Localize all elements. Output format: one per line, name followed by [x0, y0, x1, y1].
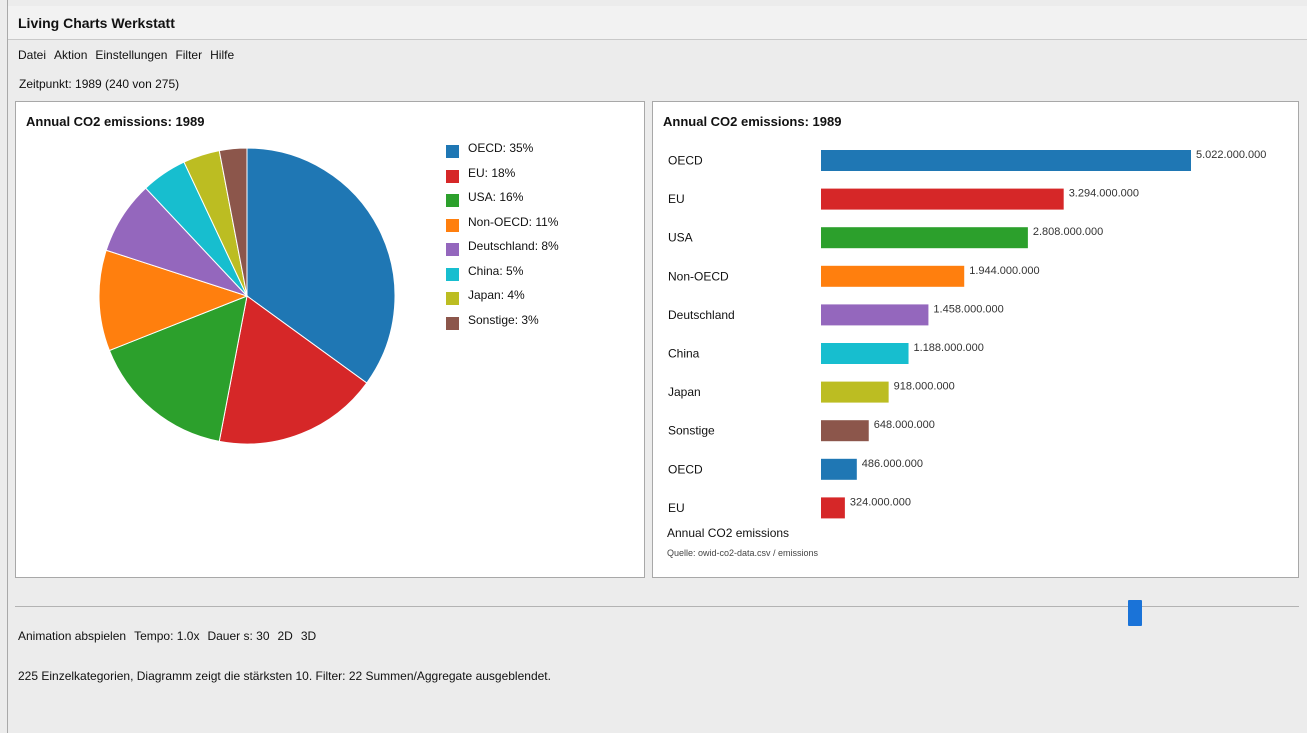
- bar-non-oecd: [821, 265, 965, 287]
- bar-category-label: China: [668, 347, 700, 361]
- bar-category-label: Deutschland: [668, 308, 735, 322]
- bar-value-label: 486.000.000: [862, 458, 923, 470]
- bar-chart-title: Annual CO2 emissions: 1989: [663, 114, 842, 129]
- bar-category-label: OECD: [668, 462, 703, 476]
- mode-2d-button[interactable]: 2D: [277, 629, 293, 643]
- bar-category-label: Japan: [668, 385, 701, 399]
- pie-slice-oecd: [246, 147, 396, 384]
- window-title: Living Charts Werkstatt: [18, 15, 175, 31]
- pie-slice-eu: [218, 295, 368, 445]
- bar-chart-caption: Annual CO2 emissions: [667, 526, 790, 540]
- menu-datei[interactable]: Datei: [18, 48, 47, 62]
- legend-swatch: [446, 243, 459, 256]
- legend-label: OECD: 35%: [468, 141, 534, 155]
- pie-chart-title: Annual CO2 emissions: 1989: [26, 114, 205, 129]
- bar-category-label: OECD: [668, 154, 703, 168]
- pie-slice-sonstige: [218, 147, 248, 297]
- bar-category-label: EU: [668, 192, 685, 206]
- legend-label: Non-OECD: 11%: [468, 214, 559, 229]
- legend-swatch: [446, 169, 459, 183]
- mode-3d-button[interactable]: 3D: [300, 629, 317, 643]
- bar-usa: [821, 227, 1028, 249]
- bar-value-label: 648.000.000: [874, 419, 935, 431]
- legend-label: Deutschland: 8%: [468, 239, 559, 253]
- duration-control[interactable]: Dauer s: 30: [207, 629, 270, 643]
- bar-category-label: EU: [668, 501, 685, 515]
- menu-hilfe[interactable]: Hilfe: [210, 48, 235, 62]
- pie-chart: [98, 147, 396, 445]
- bar-value-label: 5.022.000.000: [1196, 149, 1266, 161]
- menu-filter[interactable]: Filter: [175, 48, 203, 62]
- bar-value-label: 3.294.000.000: [1069, 188, 1139, 200]
- legend-swatch: [446, 194, 459, 207]
- legend-swatch: [446, 267, 459, 281]
- legend-swatch: [446, 218, 459, 232]
- pie-chart-panel: Annual CO2 emissions: 1989 OECD: 35% EU:…: [15, 101, 645, 578]
- animation-controls: Animation abspielen Tempo: 1.0x Dauer s:…: [18, 629, 316, 643]
- filter-info-text: 225 Einzelkategorien, Diagramm zeigt die…: [18, 669, 551, 683]
- legend-label: USA: 16%: [468, 190, 524, 204]
- bar-value-label: 1.458.000.000: [933, 303, 1003, 315]
- bar-value-label: 1.188.000.000: [914, 342, 984, 354]
- bar-oecd: [821, 150, 1191, 171]
- legend-label: China: 5%: [468, 263, 524, 278]
- menu-einstellungen[interactable]: Einstellungen: [95, 48, 168, 62]
- bar-value-label: 1.944.000.000: [969, 265, 1039, 277]
- bar-chart: OECD 5.022.000.000 EU 3.294.000.000 USA 2.808…: [668, 149, 1266, 519]
- tempo-control[interactable]: Tempo: 1.0x: [134, 629, 200, 643]
- legend-label: Sonstige: 3%: [468, 312, 539, 327]
- bar-value-label: 918.000.000: [894, 381, 955, 393]
- bar-category-label: Sonstige: [668, 424, 715, 438]
- timeline-slider-track[interactable]: [15, 606, 1299, 607]
- bar-category-label: Non-OECD: [668, 269, 729, 283]
- bar-oecd: [821, 458, 857, 480]
- bar-value-label: 324.000.000: [850, 496, 911, 508]
- time-status: Zeitpunkt: 1989 (240 von 275): [19, 77, 180, 91]
- pie-slice-non-oecd: [98, 249, 249, 352]
- play-animation-button[interactable]: Animation abspielen: [18, 629, 127, 643]
- bar-sonstige: [821, 420, 869, 442]
- timeline-slider-thumb[interactable]: [1127, 600, 1142, 626]
- menu-aktion[interactable]: Aktion: [54, 48, 88, 62]
- bar-value-label: 2.808.000.000: [1033, 226, 1103, 238]
- data-source-label: Quelle: owid-co2-data.csv / emissions: [667, 548, 819, 558]
- bar-deutschland: [821, 304, 929, 326]
- window-border: [7, 0, 8, 733]
- legend-swatch: [446, 316, 459, 330]
- pie-slice-usa: [108, 295, 248, 442]
- bar-china: [821, 343, 909, 364]
- bar-eu: [821, 497, 845, 519]
- bar-chart-panel: Annual CO2 emissions: 1989 OECD 5.022.000…: [652, 101, 1299, 578]
- legend-label: Japan: 4%: [468, 288, 525, 302]
- legend-swatch: [446, 145, 459, 158]
- bar-japan: [821, 381, 889, 403]
- title-bar: Living Charts Werkstatt: [8, 6, 1307, 40]
- menu-bar: Datei Aktion Einstellungen Filter Hilfe: [18, 48, 234, 62]
- legend-label: EU: 18%: [468, 165, 516, 180]
- legend-swatch: [446, 292, 459, 305]
- bar-category-label: USA: [668, 231, 693, 245]
- bar-eu: [821, 188, 1064, 210]
